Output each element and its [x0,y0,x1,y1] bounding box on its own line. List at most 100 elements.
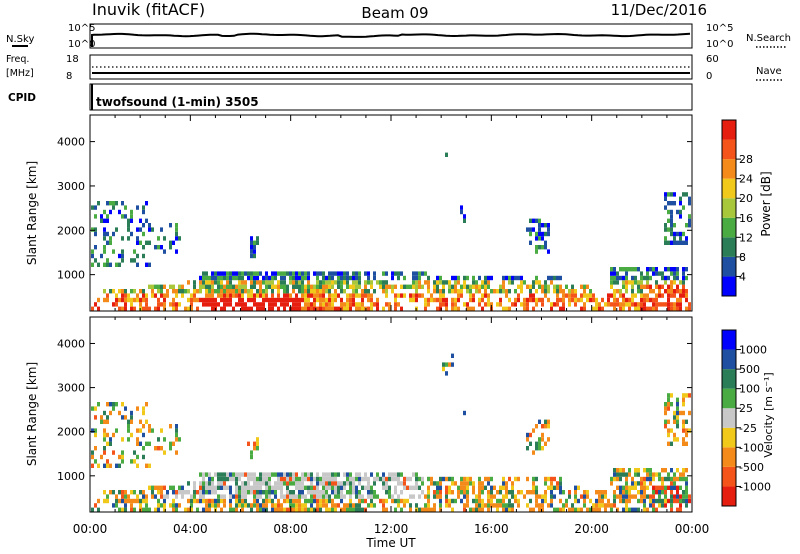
range-gate-cell [628,280,631,285]
range-gate-cell [538,284,541,289]
range-gate-cell [541,432,544,438]
range-gate-cell [175,306,178,311]
range-gate-cell [145,293,148,298]
range-gate-cell [313,284,316,289]
range-gate-cell [136,441,139,446]
range-gate-cell [649,494,652,499]
range-gate-cell [685,297,688,303]
range-gate-cell [220,289,223,294]
range-gate-cell [667,432,670,438]
range-gate-cell [496,498,499,504]
colorbar-swatch [722,369,736,389]
range-gate-cell [682,284,685,289]
range-gate-cell [664,485,667,490]
range-gate-cell [316,289,319,294]
range-gate-cell [451,498,454,504]
range-gate-cell [265,476,268,482]
range-gate-cell [259,306,262,311]
noise-tick-bottom-right: 10^0 [706,39,733,50]
range-gate-cell [91,306,94,311]
range-gate-cell [256,476,259,482]
range-gate-cell [208,275,211,281]
range-gate-cell [475,503,478,508]
range-gate-cell [616,485,619,490]
range-gate-cell [142,406,145,411]
range-gate-cell [253,481,256,486]
range-gate-cell [145,201,148,206]
range-gate-cell [409,284,412,289]
range-gate-cell [136,227,139,232]
range-gate-cell [409,507,412,512]
range-gate-cell [460,476,463,482]
range-gate-cell [679,231,682,237]
range-gate-cell [388,284,391,289]
range-gate-cell [409,476,412,482]
range-gate-cell [196,306,199,311]
range-gate-cell [484,302,487,307]
range-gate-cell [514,302,517,307]
range-gate-cell [685,468,688,473]
range-gate-cell [415,481,418,486]
range-gate-cell [637,302,640,307]
range-gate-cell [433,284,436,289]
range-gate-cell [142,410,145,416]
range-gate-cell [412,293,415,298]
range-gate-cell [382,280,385,285]
range-gate-cell [403,476,406,482]
range-gate-cell [244,284,247,289]
range-gate-cell [106,231,109,237]
range-gate-cell [514,494,517,499]
range-gate-cell [235,490,238,495]
range-gate-cell [400,293,403,298]
range-gate-cell [361,297,364,303]
range-gate-cell [196,507,199,512]
range-gate-cell [631,494,634,499]
range-gate-cell [292,306,295,311]
range-gate-cell [400,284,403,289]
range-gate-cell [241,494,244,499]
range-gate-cell [448,490,451,495]
range-gate-cell [436,280,439,285]
range-gate-cell [382,284,385,289]
range-gate-cell [670,302,673,307]
range-gate-cell [187,306,190,311]
range-gate-cell [490,490,493,495]
range-gate-cell [130,218,133,223]
range-gate-cell [436,485,439,490]
range-gate-cell [511,275,514,281]
range-gate-cell [229,297,232,303]
range-gate-cell [256,507,259,512]
range-gate-cell [133,249,136,254]
range-gate-cell [253,284,256,289]
range-gate-cell [313,490,316,495]
range-gate-cell [265,297,268,303]
range-gate-cell [628,490,631,495]
range-gate-cell [121,459,124,464]
range-gate-cell [175,231,178,237]
range-gate-cell [637,507,640,512]
range-gate-cell [490,476,493,482]
range-gate-cell [370,503,373,508]
range-gate-cell [346,507,349,512]
range-gate-cell [193,490,196,495]
range-gate-cell [166,490,169,495]
range-gate-cell [418,485,421,490]
colorbar-swatch [722,276,736,296]
range-gate-cell [589,498,592,504]
y-tick-label: 4000 [57,337,85,350]
range-gate-cell [319,297,322,303]
power-colorbar-tick: 16 [739,212,753,225]
range-gate-cell [541,289,544,294]
range-gate-cell [535,498,538,504]
range-gate-cell [682,428,685,433]
range-gate-cell [247,485,250,490]
range-gate-cell [316,293,319,298]
range-gate-cell [634,293,637,298]
range-gate-cell [325,297,328,303]
range-gate-cell [331,472,334,477]
range-gate-cell [394,284,397,289]
range-gate-cell [217,472,220,477]
range-gate-cell [175,302,178,307]
range-gate-cell [463,494,466,499]
colorbar-swatch [722,120,736,140]
